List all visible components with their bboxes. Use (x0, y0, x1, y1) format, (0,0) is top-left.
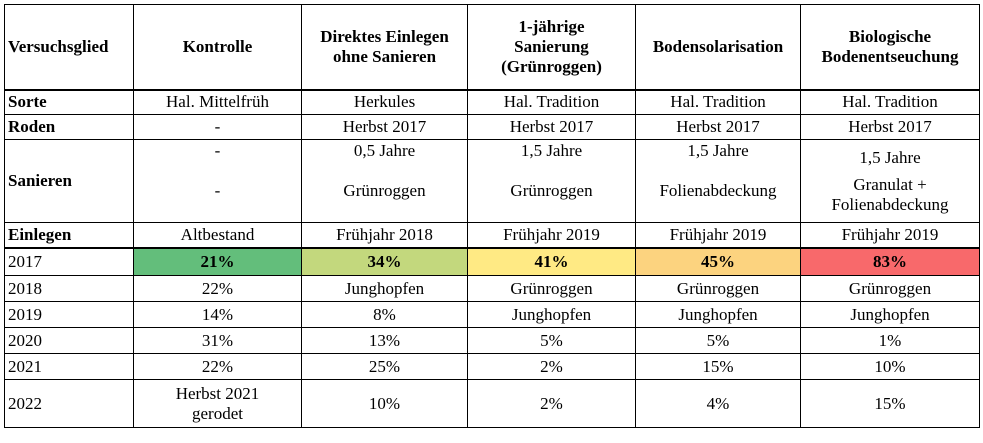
cell-2020-sanierung: 5% (467, 327, 636, 354)
cell-einlegen-kontrolle: Altbestand (133, 222, 302, 249)
cell-roden-sanierung: Herbst 2017 (467, 114, 636, 140)
header-biologische: Biologische Bodenentseuchung (800, 4, 980, 91)
row-einlegen: Einlegen Altbestand Frühjahr 2018 Frühja… (4, 222, 980, 249)
cell-sorte-direktes: Herkules (301, 89, 468, 115)
row-2017: 2017 21% 34% 41% 45% 83% (4, 247, 980, 276)
cell-2019-solarisation: Junghopfen (635, 301, 801, 328)
cell-2017-kontrolle: 21% (133, 247, 302, 276)
cell-sanieren-kontrolle: - - (133, 139, 302, 223)
cell-sanieren-biologisch: 1,5 Jahre Granulat + Folienabdeckung (800, 139, 980, 223)
cell-2020-kontrolle: 31% (133, 327, 302, 354)
row-label-2019: 2019 (4, 301, 134, 328)
cell-2022-kontrolle-line1: Herbst 2021 (175, 383, 260, 403)
cell-roden-biologisch: Herbst 2017 (800, 114, 980, 140)
cell-2018-biologisch: Grünroggen (800, 275, 980, 302)
cell-einlegen-direktes: Frühjahr 2018 (301, 222, 468, 249)
row-label-2022: 2022 (4, 379, 134, 428)
cell-2020-biologisch: 1% (800, 327, 980, 354)
row-label-einlegen: Einlegen (4, 222, 134, 249)
cell-2020-solarisation: 5% (635, 327, 801, 354)
row-sorte: Sorte Hal. Mittelfrüh Herkules Hal. Trad… (4, 89, 980, 115)
row-roden: Roden - Herbst 2017 Herbst 2017 Herbst 2… (4, 114, 980, 140)
cell-2022-kontrolle-line2: gerodet (192, 403, 243, 423)
sanieren-sanierung-b: Grünroggen (510, 181, 593, 200)
cell-2018-solarisation: Grünroggen (635, 275, 801, 302)
header-sanierung: 1-jährige Sanierung (Grünroggen) (467, 4, 636, 91)
cell-2019-direktes: 8% (301, 301, 468, 328)
row-label-2017: 2017 (4, 247, 134, 276)
cell-sanieren-sanierung: 1,5 Jahre Grünroggen (467, 139, 636, 223)
header-direktes-line1: Direktes Einlegen (320, 26, 449, 46)
sanieren-solar-b: Folienabdeckung (659, 181, 777, 200)
header-bio-line2: Bodenentseuchung (821, 46, 959, 66)
row-label-2021: 2021 (4, 353, 134, 380)
cell-sorte-sanierung: Hal. Tradition (467, 89, 636, 115)
cell-roden-kontrolle: - (133, 114, 302, 140)
cell-2017-sanierung: 41% (467, 247, 636, 276)
cell-sanieren-direktes: 0,5 Jahre Grünroggen (301, 139, 468, 223)
cell-2019-kontrolle: 14% (133, 301, 302, 328)
header-sanierung-line1: 1-jährige (518, 16, 585, 36)
cell-sorte-biologisch: Hal. Tradition (800, 89, 980, 115)
header-row: Versuchsglied Kontrolle Direktes Einlege… (4, 4, 980, 91)
header-sanierung-line2: Sanierung (514, 36, 589, 56)
row-sanieren: Sanieren - - 0,5 Jahre Grünroggen 1,5 Ja… (4, 139, 980, 223)
row-label-sorte: Sorte (4, 89, 134, 115)
row-label-2020: 2020 (4, 327, 134, 354)
header-direktes-einlegen: Direktes Einlegen ohne Sanieren (301, 4, 468, 91)
header-sanierung-line3: (Grünroggen) (501, 56, 602, 76)
sanieren-solar-a: 1,5 Jahre (687, 141, 749, 160)
cell-roden-solarisation: Herbst 2017 (635, 114, 801, 140)
row-label-sanieren: Sanieren (4, 139, 134, 223)
cell-2019-biologisch: Junghopfen (800, 301, 980, 328)
sanieren-bio-b: Granulat + (853, 174, 927, 194)
cell-2022-sanierung: 2% (467, 379, 636, 428)
cell-2021-kontrolle: 22% (133, 353, 302, 380)
cell-2022-solarisation: 4% (635, 379, 801, 428)
cell-2018-sanierung: Grünroggen (467, 275, 636, 302)
sanieren-kontrolle-b: - (214, 181, 221, 200)
sanieren-sanierung-a: 1,5 Jahre (520, 141, 583, 160)
cell-2022-kontrolle: Herbst 2021 gerodet (133, 379, 302, 428)
cell-sanieren-solarisation: 1,5 Jahre Folienabdeckung (635, 139, 801, 223)
cell-2018-kontrolle: 22% (133, 275, 302, 302)
cell-2019-sanierung: Junghopfen (467, 301, 636, 328)
cell-2020-direktes: 13% (301, 327, 468, 354)
sanieren-direktes-b: Grünroggen (343, 181, 426, 200)
cell-2017-solarisation: 45% (635, 247, 801, 276)
cell-2021-solarisation: 15% (635, 353, 801, 380)
results-table: Versuchsglied Kontrolle Direktes Einlege… (4, 4, 980, 428)
row-2022: 2022 Herbst 2021 gerodet 10% 2% 4% 15% (4, 379, 980, 428)
cell-einlegen-sanierung: Frühjahr 2019 (467, 222, 636, 249)
cell-roden-direktes: Herbst 2017 (301, 114, 468, 140)
cell-2021-direktes: 25% (301, 353, 468, 380)
cell-2017-direktes: 34% (301, 247, 468, 276)
row-2020: 2020 31% 13% 5% 5% 1% (4, 327, 980, 354)
sanieren-direktes-a: 0,5 Jahre (353, 141, 416, 160)
cell-2018-direktes: Junghopfen (301, 275, 468, 302)
header-versuchsglied: Versuchsglied (4, 4, 134, 91)
header-direktes-line2: ohne Sanieren (332, 46, 437, 66)
cell-einlegen-solarisation: Frühjahr 2019 (635, 222, 801, 249)
cell-sorte-solarisation: Hal. Tradition (635, 89, 801, 115)
cell-2017-biologisch: 83% (800, 247, 980, 276)
cell-sorte-kontrolle: Hal. Mittelfrüh (133, 89, 302, 115)
row-label-roden: Roden (4, 114, 134, 140)
cell-2021-sanierung: 2% (467, 353, 636, 380)
row-2019: 2019 14% 8% Junghopfen Junghopfen Jungho… (4, 301, 980, 328)
row-label-2018: 2018 (4, 275, 134, 302)
cell-einlegen-biologisch: Frühjahr 2019 (800, 222, 980, 249)
header-bio-line1: Biologische (848, 26, 932, 46)
sanieren-kontrolle-a: - (214, 141, 221, 160)
cell-2022-direktes: 10% (301, 379, 468, 428)
header-bodensolarisation: Bodensolarisation (635, 4, 801, 91)
cell-2021-biologisch: 10% (800, 353, 980, 380)
sanieren-bio-c: Folienabdeckung (831, 194, 949, 214)
row-2021: 2021 22% 25% 2% 15% 10% (4, 353, 980, 380)
cell-2022-biologisch: 15% (800, 379, 980, 428)
header-kontrolle: Kontrolle (133, 4, 302, 91)
row-2018: 2018 22% Junghopfen Grünroggen Grünrogge… (4, 275, 980, 302)
sanieren-bio-a: 1,5 Jahre (859, 147, 921, 167)
